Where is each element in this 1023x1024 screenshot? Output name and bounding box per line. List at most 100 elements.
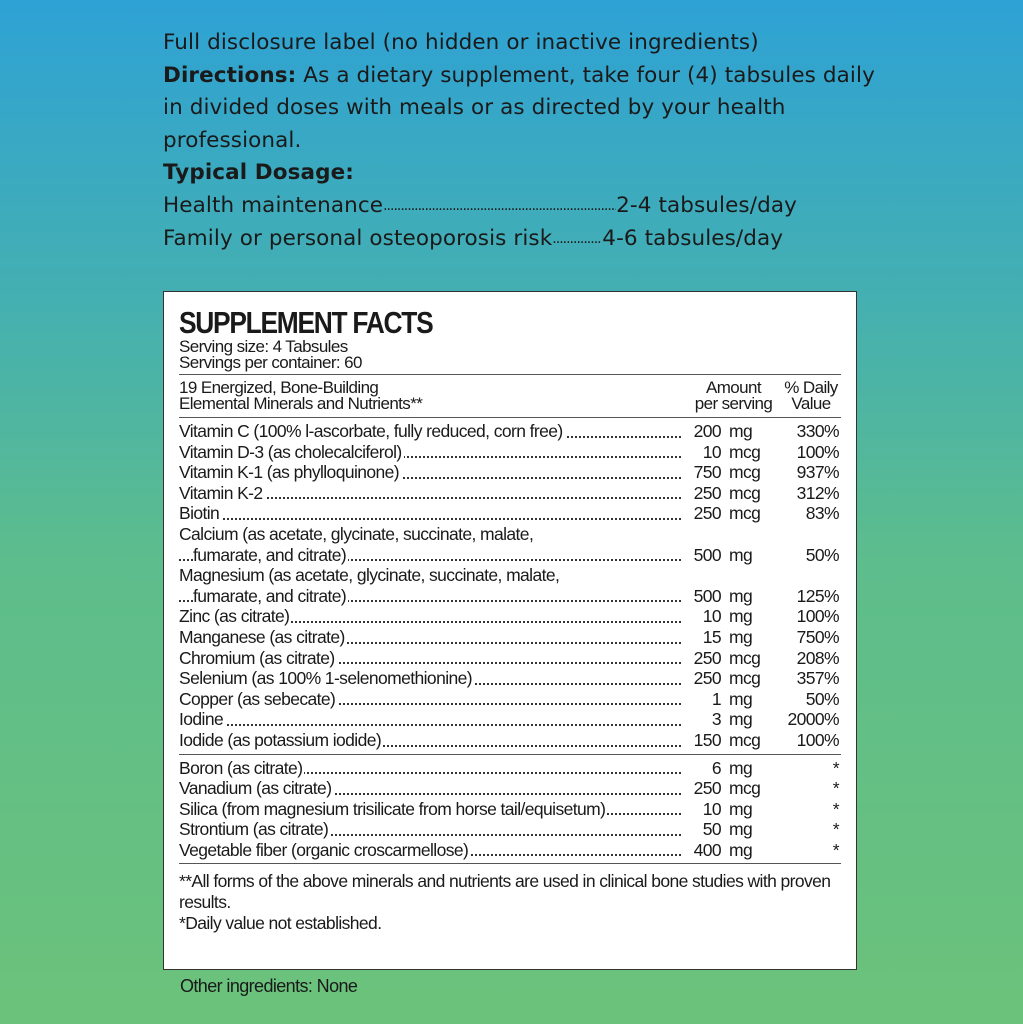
servings-per-container: Servings per container: 60 (179, 353, 362, 372)
dosage-name: Family or personal osteoporosis risk (163, 225, 553, 251)
nutrient-row: Boron (as citrate) 6 mg * (179, 757, 841, 779)
nutrient-name: Boron (as citrate) (179, 757, 305, 778)
nutrient-amount: 3 (711, 709, 722, 730)
nutrient-unit: mg (729, 798, 753, 819)
header-amount: per serving (694, 394, 773, 413)
nutrient-amount: 50 (702, 819, 722, 840)
nutrient-amount: 250 (693, 503, 722, 524)
nutrient-daily-value: 83% (805, 503, 840, 524)
nutrient-daily-value: 100% (796, 729, 840, 750)
divider (179, 374, 841, 375)
nutrient-amount: 10 (702, 798, 722, 819)
nutrient-name: Silica (from magnesium trisilicate from … (179, 798, 608, 819)
nutrient-row: Vitamin C (100% l-ascorbate, fully reduc… (179, 421, 841, 442)
nutrient-unit: mg (729, 421, 753, 441)
nutrient-name: Copper (as sebecate) (179, 688, 338, 709)
dot-leader (179, 833, 681, 836)
nutrient-amount: 200 (693, 421, 722, 441)
nutrient-unit: mcg (729, 462, 761, 483)
nutrient-row: Magnesium (as acetate, glycinate, succin… (179, 565, 841, 606)
nutrient-row: Iodide (as potassium iodide) 150 mcg 100% (179, 729, 841, 751)
nutrient-daily-value: * (832, 798, 840, 819)
nutrient-daily-value: * (832, 819, 840, 840)
footnote-daily-value: *Daily value not established. (179, 913, 382, 934)
nutrient-row: Silica (from magnesium trisilicate from … (179, 798, 841, 820)
typical-dosage-label: Typical Dosage: (163, 160, 354, 186)
nutrient-name: Biotin (179, 503, 222, 524)
nutrient-unit: mcg (729, 647, 761, 668)
nutrient-unit: mg (729, 688, 753, 709)
dosage-value: 4-6 tabsules/day (602, 225, 784, 251)
nutrient-name: Vitamin K-1 (as phylloquinone) (179, 462, 402, 483)
panel-title: SUPPLEMENT FACTS (179, 305, 434, 340)
nutrient-daily-value: 357% (796, 668, 840, 689)
nutrient-daily-value: 100% (796, 441, 840, 462)
other-nutrient-list: Boron (as citrate) 6 mg * Vanadium (as citra… (179, 757, 841, 861)
nutrient-unit: mcg (729, 668, 761, 689)
nutrient-row: Copper (as sebecate) 1 mg 50% (179, 688, 841, 710)
dot-leader (179, 497, 681, 500)
header-name: Elemental Minerals and Nutrients** (179, 394, 423, 413)
nutrient-name: Vitamin C (100% l-ascorbate, fully reduc… (179, 421, 565, 441)
nutrient-daily-value: * (832, 839, 840, 860)
nutrient-row: Zinc (as citrate) 10 mg 100% (179, 606, 841, 627)
dot-leader (179, 559, 681, 562)
nutrient-row: Vitamin K-1 (as phylloquinone) 750 mcg 937% (179, 462, 841, 483)
footnote-minerals: **All forms of the above minerals and nu… (179, 871, 831, 913)
nutrient-unit: mg (729, 544, 753, 565)
nutrient-unit: mcg (729, 503, 761, 524)
nutrient-amount: 500 (693, 585, 722, 606)
nutrient-daily-value: 312% (796, 482, 840, 503)
nutrient-amount: 400 (693, 839, 722, 860)
nutrient-daily-value: 750% (796, 626, 840, 647)
nutrient-row: Biotin 250 mcg 83% (179, 503, 841, 524)
dot-leader (179, 620, 681, 623)
dot-leader (179, 641, 681, 644)
other-ingredients: Other ingredients: None (180, 976, 358, 996)
nutrient-name: Magnesium (as acetate, glycinate, succin… (179, 565, 560, 586)
nutrient-unit: mg (729, 819, 753, 840)
disclosure-text: Full disclosure label (no hidden or inac… (163, 30, 759, 55)
dosage-value: 2-4 tabsules/day (616, 192, 797, 218)
nutrient-daily-value: * (832, 757, 840, 778)
nutrient-unit: mg (729, 585, 753, 606)
dosage-line: Family or personal osteoporosis risk....… (163, 223, 883, 256)
nutrient-name-cont: fumarate, and citrate) (193, 544, 349, 565)
nutrient-name: Calcium (as acetate, glycinate, succinat… (179, 523, 534, 544)
nutrient-row: Calcium (as acetate, glycinate, succinat… (179, 524, 841, 565)
nutrient-amount: 150 (693, 729, 722, 750)
nutrient-row: Iodine 3 mg 2000% (179, 709, 841, 730)
nutrient-row: Vegetable fiber (organic croscarmellose)… (179, 839, 841, 861)
nutrient-row: Selenium (as 100% 1-selenomethionine) 250… (179, 668, 841, 689)
nutrient-daily-value: 50% (805, 544, 840, 565)
dot-leader (179, 600, 681, 603)
nutrient-unit: mcg (729, 778, 761, 799)
nutrient-amount: 10 (702, 606, 722, 627)
dot-leader: ........................................… (383, 197, 617, 214)
header-daily-value: % Daily (784, 378, 838, 397)
nutrient-name: Vitamin K-2 (179, 482, 265, 503)
nutrient-unit: mcg (729, 729, 761, 750)
nutrient-name: Iodide (as potassium iodide) (179, 729, 384, 750)
dot-leader (179, 476, 681, 479)
nutrient-daily-value: 330% (796, 421, 840, 441)
directions-label: Directions: (163, 62, 297, 88)
nutrient-amount: 6 (711, 757, 722, 778)
divider (179, 753, 841, 755)
nutrient-row: Strontium (as citrate) 50 mg * (179, 819, 841, 840)
intro-text: Full disclosure label (no hidden or inac… (163, 27, 883, 255)
nutrient-daily-value: 2000% (787, 709, 840, 730)
nutrient-name: Vitamin D-3 (as cholecalciferol) (179, 441, 404, 462)
nutrient-daily-value: 937% (796, 462, 840, 483)
nutrient-amount: 750 (693, 462, 722, 483)
dot-leader (179, 456, 681, 459)
nutrient-row: Vitamin K-2 250 mcg 312% (179, 482, 841, 504)
directions-text: As a dietary supplement, take four (4) t… (163, 62, 875, 153)
nutrient-name: Vegetable fiber (organic croscarmellose) (179, 839, 471, 860)
nutrient-amount: 15 (702, 626, 722, 647)
nutrient-unit: mcg (729, 441, 761, 462)
nutrient-daily-value: 125% (796, 585, 840, 606)
dot-leader: .............................. (552, 230, 603, 247)
nutrient-row: Manganese (as citrate) 15 mg 750% (179, 626, 841, 648)
nutrient-row: Chromium (as citrate) 250 mcg 208% (179, 647, 841, 669)
